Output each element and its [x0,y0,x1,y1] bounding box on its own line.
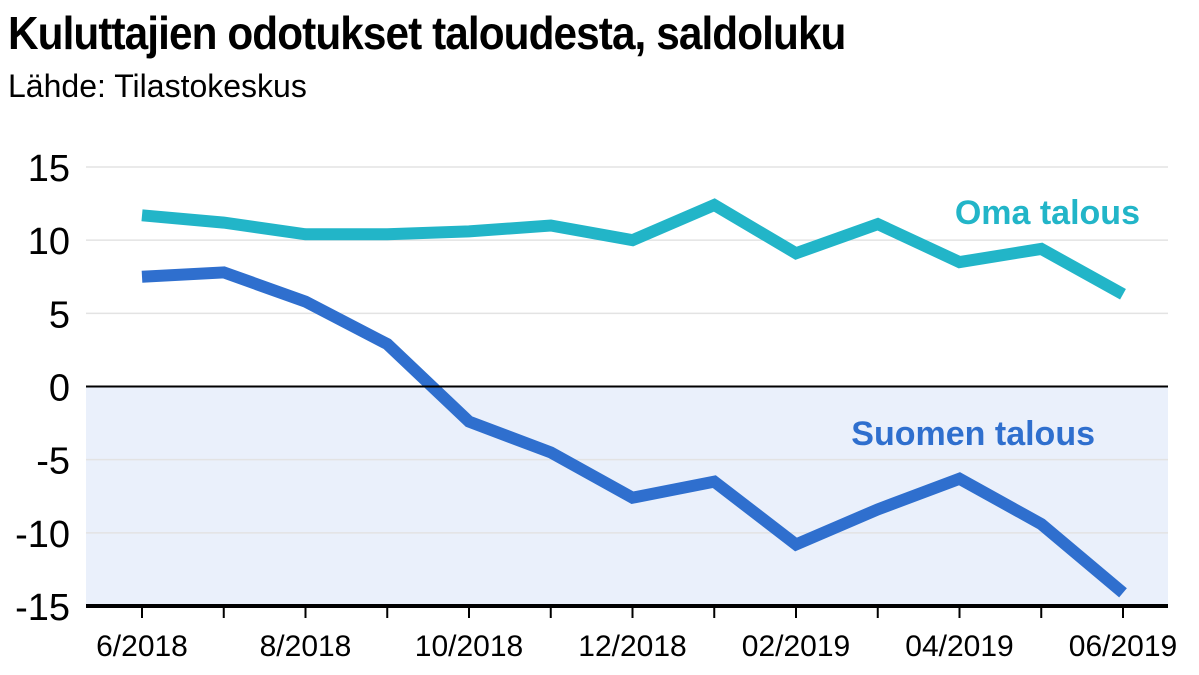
y-tick-label: -10 [15,514,70,556]
chart-title: Kuluttajien odotukset taloudesta, saldol… [8,7,846,59]
chart-subtitle: Lähde: Tilastokeskus [8,68,307,104]
series-label: Oma talous [955,194,1140,232]
y-tick-label: -5 [36,441,70,483]
x-tick-label: 02/2019 [742,630,850,663]
x-tick-label: 12/2018 [578,630,686,663]
series-label: Suomen talous [851,415,1095,453]
y-tick-label: 15 [28,148,70,190]
y-tick-label: 5 [49,294,70,336]
x-tick-label: 04/2019 [905,630,1013,663]
x-tick-label: 8/2018 [260,630,352,663]
x-tick-label: 6/2018 [96,630,188,663]
x-tick-label: 10/2018 [415,630,523,663]
x-tick-label: 06/2019 [1069,630,1177,663]
y-tick-label: 0 [49,368,70,410]
y-tick-label: 10 [28,221,70,263]
y-tick-label: -15 [15,587,70,629]
